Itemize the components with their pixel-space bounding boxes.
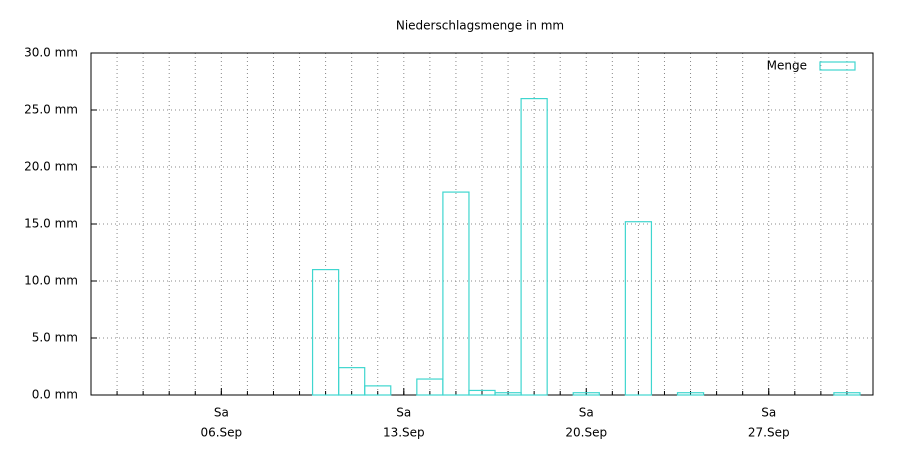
bar (676, 392, 705, 396)
y-tick-label: 30.0 mm (24, 46, 78, 60)
x-tick-label: 27.Sep (748, 426, 790, 440)
x-tick-label: Sa (579, 406, 594, 420)
bar (520, 97, 548, 396)
x-tick-label: 20.Sep (565, 426, 607, 440)
x-tick-label: Sa (214, 406, 229, 420)
y-tick-label: 20.0 mm (24, 160, 78, 174)
y-tick-label: 10.0 mm (24, 274, 78, 288)
y-tick-label: 5.0 mm (32, 331, 78, 345)
y-tick-label: 15.0 mm (24, 217, 78, 231)
y-tick-label: 0.0 mm (32, 388, 78, 402)
legend-swatch (819, 61, 856, 71)
bar (311, 269, 340, 396)
x-tick-label: Sa (761, 406, 776, 420)
y-tick-label: 25.0 mm (24, 103, 78, 117)
bar (364, 385, 392, 396)
x-tick-label: Sa (396, 406, 411, 420)
bar (442, 191, 470, 396)
legend-label: Menge (767, 59, 807, 73)
bar (833, 392, 861, 396)
bar (624, 221, 653, 396)
x-tick-label: 13.Sep (383, 426, 425, 440)
x-tick-label: 06.Sep (200, 426, 242, 440)
bar (338, 367, 366, 396)
bar (572, 392, 600, 396)
chart-title: Niederschlagsmenge in mm (396, 19, 564, 33)
